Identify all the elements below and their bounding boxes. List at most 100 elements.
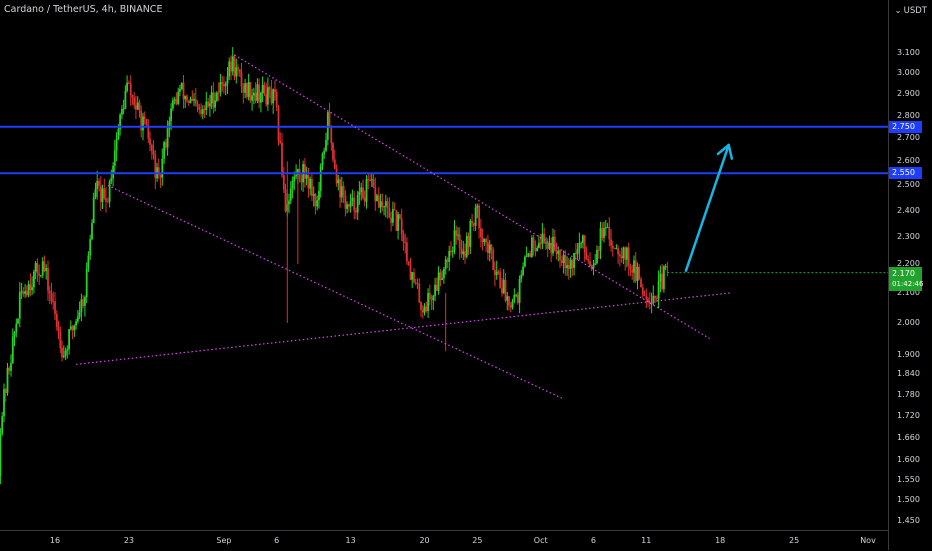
candle-up — [319, 165, 322, 191]
drawings-layer[interactable] — [0, 54, 888, 399]
candle-up — [511, 301, 514, 308]
candle-down — [270, 90, 273, 104]
candle-down — [133, 97, 136, 106]
candle-up — [18, 292, 21, 319]
candle-down — [71, 326, 74, 331]
candle-up — [548, 242, 551, 249]
level-price-tag-high: 2.750 — [889, 120, 922, 133]
candle-down — [585, 252, 588, 260]
candle-up — [6, 367, 9, 393]
candle-down — [559, 250, 561, 261]
candle-down — [428, 293, 431, 300]
candle-up — [411, 272, 414, 280]
candle-up — [522, 266, 524, 275]
candle-up — [349, 201, 352, 207]
candle-down — [439, 272, 442, 281]
candle-down — [203, 109, 206, 111]
candle-up — [495, 271, 498, 276]
candles-layer — [0, 47, 669, 485]
candle-down — [613, 248, 616, 249]
candle-up — [340, 186, 343, 198]
candle-down — [597, 249, 600, 251]
candle-up — [205, 101, 208, 111]
candle-down — [339, 179, 341, 198]
candle-up — [193, 99, 195, 101]
candle-down — [29, 284, 32, 291]
candle-up — [201, 109, 204, 114]
candle-down — [367, 179, 370, 181]
candle-down — [279, 140, 282, 143]
candle-up — [179, 89, 181, 92]
candle-up — [462, 251, 465, 255]
candle-down — [386, 201, 389, 208]
candle-down — [641, 287, 644, 295]
price-tick-label: 1.900 — [897, 349, 920, 359]
candle-up — [210, 92, 213, 104]
candle-up — [184, 95, 187, 100]
candle-down — [393, 209, 396, 211]
candle-down — [149, 138, 151, 145]
candle-up — [337, 179, 340, 184]
candle-down — [353, 197, 356, 211]
candle-up — [89, 239, 92, 256]
candle-up — [536, 247, 539, 252]
candle-down — [374, 187, 377, 202]
candle-up — [606, 227, 609, 229]
candle-down — [159, 175, 162, 178]
price-tick-label: 1.780 — [897, 389, 920, 399]
candle-up — [448, 251, 451, 262]
candle-down — [57, 327, 60, 332]
candle-up — [226, 76, 229, 84]
candle-up — [40, 275, 42, 277]
candle-down — [275, 92, 278, 107]
candle-down — [494, 269, 496, 276]
candle-down — [647, 298, 649, 303]
candle-down — [553, 236, 556, 252]
candle-up — [527, 253, 530, 256]
candle-up — [261, 84, 264, 94]
candle-down — [627, 247, 630, 266]
candle-up — [291, 181, 294, 189]
chart-area[interactable]: Cardano / TetherUS, 4h, BINANCE — [0, 0, 888, 530]
candle-down — [61, 348, 63, 358]
price-tick-label: 2.200 — [897, 259, 920, 269]
candle-up — [45, 268, 48, 272]
candle-up — [27, 284, 30, 296]
candlestick-chart[interactable] — [0, 0, 888, 530]
candle-up — [351, 197, 354, 202]
price-axis[interactable]: ⌄ USDT 3.100 3.000 2.900 2.800 2.700 2.600 2.5… — [888, 0, 932, 550]
candle-up — [443, 268, 445, 279]
candle-up — [87, 255, 90, 269]
candle-up — [11, 336, 14, 364]
candle-up — [576, 249, 579, 254]
candle-down — [281, 142, 283, 176]
candle-down — [497, 271, 500, 273]
candle-up — [216, 92, 218, 101]
candle-up — [604, 227, 607, 229]
candle-down — [140, 110, 143, 131]
candle-up — [664, 266, 667, 268]
candle-down — [567, 265, 570, 269]
candle-up — [441, 278, 443, 281]
candle-down — [277, 106, 280, 141]
candle-down — [348, 204, 350, 207]
time-tick-label: 25 — [472, 536, 483, 545]
candle-down — [182, 82, 185, 100]
time-axis[interactable]: 16 23 Sep 6 13 20 25 Oct 6 11 18 25 Nov — [0, 530, 888, 551]
candle-up — [520, 274, 523, 279]
candle-up — [562, 254, 565, 263]
candle-down — [330, 126, 333, 144]
price-tick-label: 1.660 — [897, 432, 920, 442]
currency-selector[interactable]: ⌄ USDT — [895, 6, 927, 16]
candle-down — [485, 239, 487, 243]
candle-up — [293, 176, 296, 182]
price-tick-label: 2.300 — [897, 231, 920, 241]
candle-down — [328, 112, 331, 127]
time-tick-label: Nov — [860, 536, 876, 545]
candle-up — [64, 350, 67, 356]
candle-up — [235, 67, 238, 77]
price-tick-label: 2.400 — [897, 205, 920, 215]
currency-label: USDT — [903, 6, 927, 16]
candle-up — [545, 242, 547, 244]
candle-down — [409, 264, 412, 280]
